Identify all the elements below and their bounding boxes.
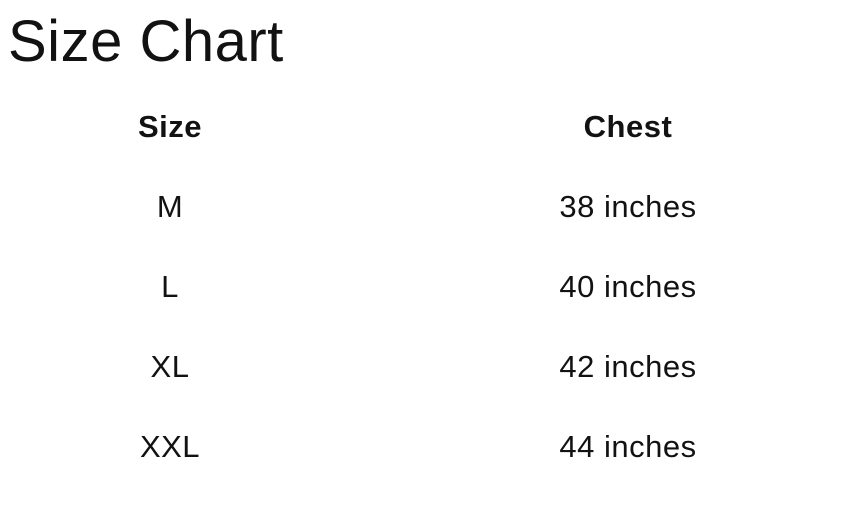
size-cell: XL (150, 348, 190, 384)
page-title: Size Chart (8, 9, 284, 74)
column-header-chest: Chest (583, 108, 673, 144)
chest-cell: 42 inches (559, 348, 697, 384)
chest-cell: 40 inches (559, 268, 697, 304)
size-cell: M (156, 188, 184, 224)
chest-cell: 38 inches (559, 188, 697, 224)
size-cell: L (161, 268, 179, 304)
chest-cell: 44 inches (559, 428, 697, 464)
column-header-size: Size (137, 108, 203, 144)
size-cell: XXL (139, 428, 201, 464)
size-chart-table: Size Chest M 38 inches L 40 inches XL 42… (0, 87, 848, 487)
